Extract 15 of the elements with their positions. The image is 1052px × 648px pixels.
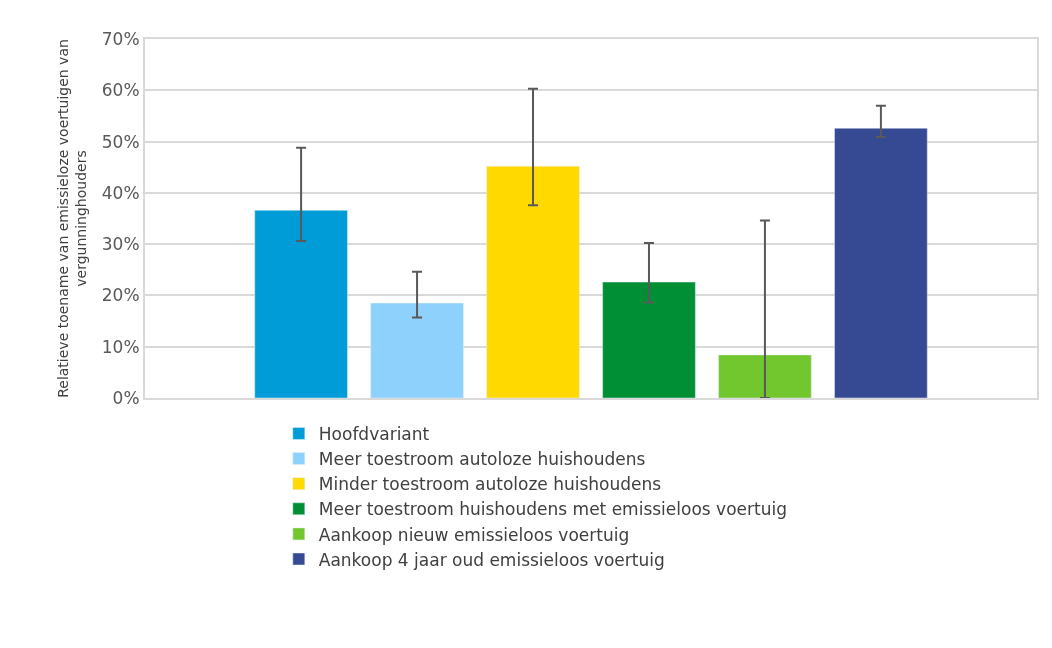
legend-label: Minder toestroom autoloze huishoudens <box>318 474 662 495</box>
y-tick-label: 50% <box>101 131 140 152</box>
y-tick-label: 40% <box>101 182 140 203</box>
y-tick-label: 20% <box>101 285 140 306</box>
y-tick-label: 60% <box>101 80 140 101</box>
legend-label: Hoofdvariant <box>318 424 430 445</box>
legend-label: Meer toestroom huishoudens met emissieloos voertuig <box>318 499 787 520</box>
legend-label: Meer toestroom autoloze huishoudens <box>318 449 646 470</box>
y-axis-title: Relatieve toename van emissieloze voertuigen van vergunninghouders <box>54 39 89 398</box>
y-tick-label: 30% <box>101 234 140 255</box>
y-tick-label: 0% <box>112 387 140 408</box>
y-tick-label: 70% <box>101 28 140 49</box>
y-tick-label: 10% <box>101 336 140 357</box>
legend-label: Aankoop 4 jaar oud emissieloos voertuig <box>318 549 665 570</box>
legend-label: Aankoop nieuw emissieloos voertuig <box>318 524 630 545</box>
